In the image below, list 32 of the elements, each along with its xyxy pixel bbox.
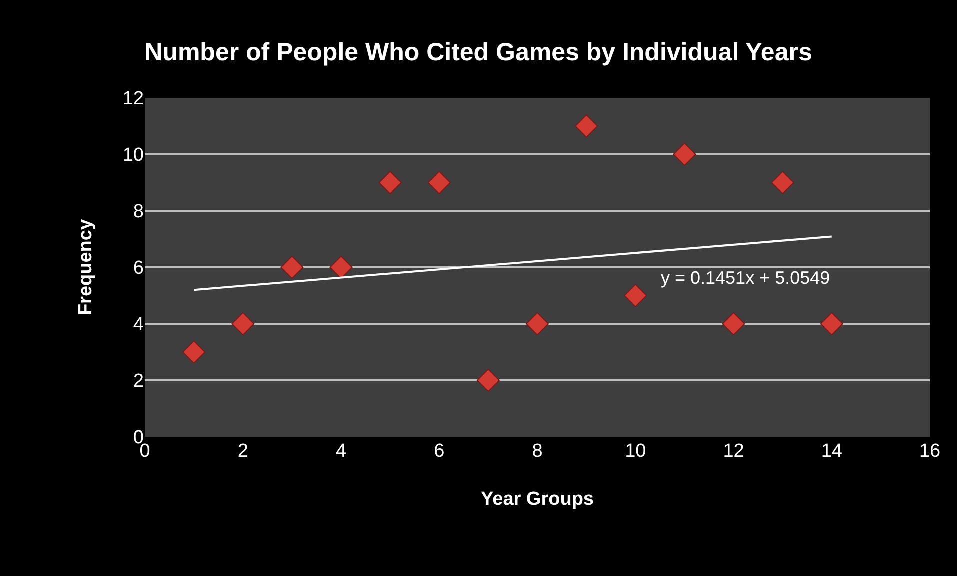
x-tick-label: 10 xyxy=(625,441,646,462)
point xyxy=(182,340,206,364)
y-tick-label: 2 xyxy=(133,371,144,392)
y-tick-label: 6 xyxy=(133,258,144,280)
point xyxy=(330,256,353,280)
y-tick-label: 4 xyxy=(133,314,144,336)
x-tick-label: 14 xyxy=(821,441,843,462)
x-tick-label: 8 xyxy=(532,441,543,462)
annotation: y = 0.1451x + 5.0549 xyxy=(661,268,830,288)
point xyxy=(526,312,550,336)
chart-title: Number of People Who Cited Games by Individual Years xyxy=(144,38,812,67)
point xyxy=(378,171,402,194)
y-tick-label: 10 xyxy=(122,145,144,166)
point xyxy=(722,312,746,336)
point xyxy=(280,256,304,280)
x-axis-title: Year Groups xyxy=(481,488,594,510)
point xyxy=(771,171,794,194)
y-axis-title: Frequency xyxy=(76,219,97,316)
point xyxy=(232,312,255,336)
point xyxy=(476,368,500,392)
x-tick-label: 6 xyxy=(434,441,445,462)
y-tick-label: 12 xyxy=(122,88,144,110)
point xyxy=(624,284,648,308)
x-tick-label: 16 xyxy=(919,441,941,462)
point xyxy=(820,312,844,336)
x-tick-label: 4 xyxy=(336,441,347,462)
y-tick-label: 8 xyxy=(133,202,144,223)
point xyxy=(673,142,696,166)
x-tick-label: 12 xyxy=(723,441,744,462)
x-tick-label: 2 xyxy=(238,441,248,462)
point xyxy=(428,171,451,194)
point xyxy=(575,114,598,138)
